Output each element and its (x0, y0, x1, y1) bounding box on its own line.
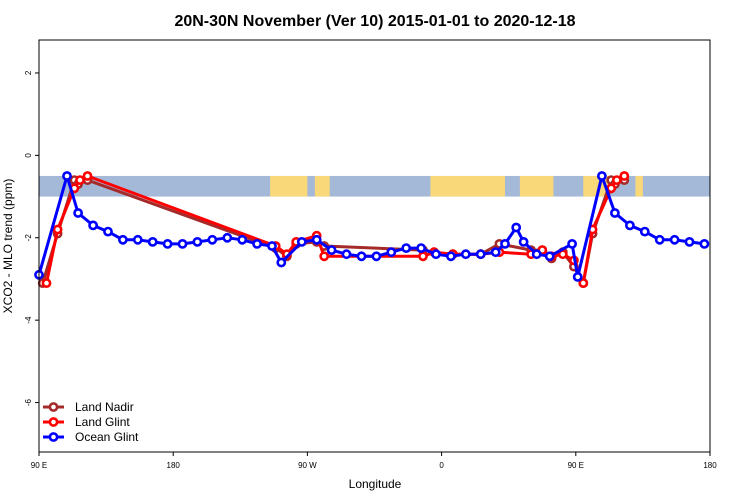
x-tick-label: 90 E (568, 461, 584, 470)
data-point (62, 171, 72, 181)
y-axis-label: XCO2 - MLO trend (ppm) (1, 179, 15, 314)
data-point (567, 238, 577, 249)
map-band (39, 175, 710, 197)
data-point (460, 249, 471, 260)
data-point (578, 278, 589, 288)
data-point (610, 208, 620, 218)
x-tick-label: 0 (439, 461, 444, 470)
data-point (276, 257, 287, 268)
data-point (41, 278, 52, 288)
chart-title: 20N-30N November (Ver 10) 2015-01-01 to … (174, 13, 575, 30)
data-point (684, 236, 695, 247)
data-point (296, 236, 307, 247)
x-tick-label: 180 (703, 461, 717, 470)
y-tick-label: -4 (24, 316, 33, 324)
data-point (192, 236, 203, 247)
data-point (401, 243, 412, 253)
x-axis-label: Longitude (349, 477, 402, 491)
data-point (669, 234, 680, 245)
data-point (132, 234, 143, 245)
data-point (431, 249, 441, 260)
legend-item: Land Nadir (43, 400, 134, 414)
data-point (237, 234, 248, 245)
data-point (611, 175, 622, 185)
data-point (531, 249, 542, 260)
plot-area (38, 39, 711, 453)
data-point (654, 234, 665, 245)
data-point (371, 251, 382, 262)
data-point (386, 247, 397, 258)
data-point (177, 238, 188, 249)
y-tick-label: -2 (24, 234, 33, 242)
data-point (319, 251, 330, 262)
data-point (326, 245, 337, 255)
data-point (222, 232, 233, 243)
legend-swatch-marker (48, 417, 59, 427)
map-band-land (314, 175, 330, 197)
x-tick-label: 90 E (31, 461, 47, 470)
data-point (73, 208, 83, 218)
data-point (475, 249, 486, 260)
legend-label: Ocean Glint (75, 430, 139, 444)
data-point (416, 243, 426, 253)
legend-item: Ocean Glint (43, 430, 139, 444)
map-band-land (430, 175, 505, 197)
legend-item: Land Glint (43, 415, 130, 429)
map-band-land (635, 175, 643, 197)
y-tick-label: 2 (24, 70, 33, 75)
y-tick-label: -6 (24, 398, 33, 406)
data-point (88, 220, 98, 231)
data-point (103, 226, 113, 237)
data-point (597, 171, 607, 181)
data-point (82, 171, 93, 181)
legend-label: Land Nadir (75, 400, 134, 414)
series-group (34, 171, 710, 288)
data-point (341, 249, 352, 260)
data-point (162, 238, 173, 249)
data-point (518, 236, 529, 247)
data-point (356, 251, 367, 262)
data-point (699, 238, 710, 249)
data-point (118, 234, 128, 245)
map-band-land (270, 175, 308, 197)
data-point (572, 271, 583, 282)
series-line (37, 174, 705, 279)
legend-swatch-marker (48, 432, 59, 442)
data-point (147, 236, 158, 247)
y-tick-label: 0 (24, 153, 33, 158)
data-point (445, 251, 456, 262)
data-point (207, 234, 218, 245)
series-ocean-glint (34, 171, 710, 282)
data-point (500, 238, 510, 249)
data-point (252, 238, 262, 249)
data-point (511, 222, 522, 233)
x-axis: 90 E 180 90 W 0 90 E 180 (31, 452, 717, 470)
map-band-land (519, 175, 554, 197)
legend-swatch-marker (48, 402, 59, 412)
data-point (418, 251, 428, 262)
x-tick-label: 90 W (298, 461, 317, 470)
data-point (52, 224, 63, 235)
data-point (619, 171, 630, 181)
data-point (267, 241, 277, 251)
data-point (490, 247, 501, 258)
legend-label: Land Glint (75, 415, 130, 429)
data-point (625, 220, 635, 231)
data-point (311, 234, 322, 245)
y-axis: 2 0 -2 -4 -6 (24, 70, 39, 406)
data-point (544, 251, 555, 262)
data-point (639, 226, 650, 237)
data-point (75, 175, 85, 185)
x-tick-label: 180 (167, 461, 181, 470)
